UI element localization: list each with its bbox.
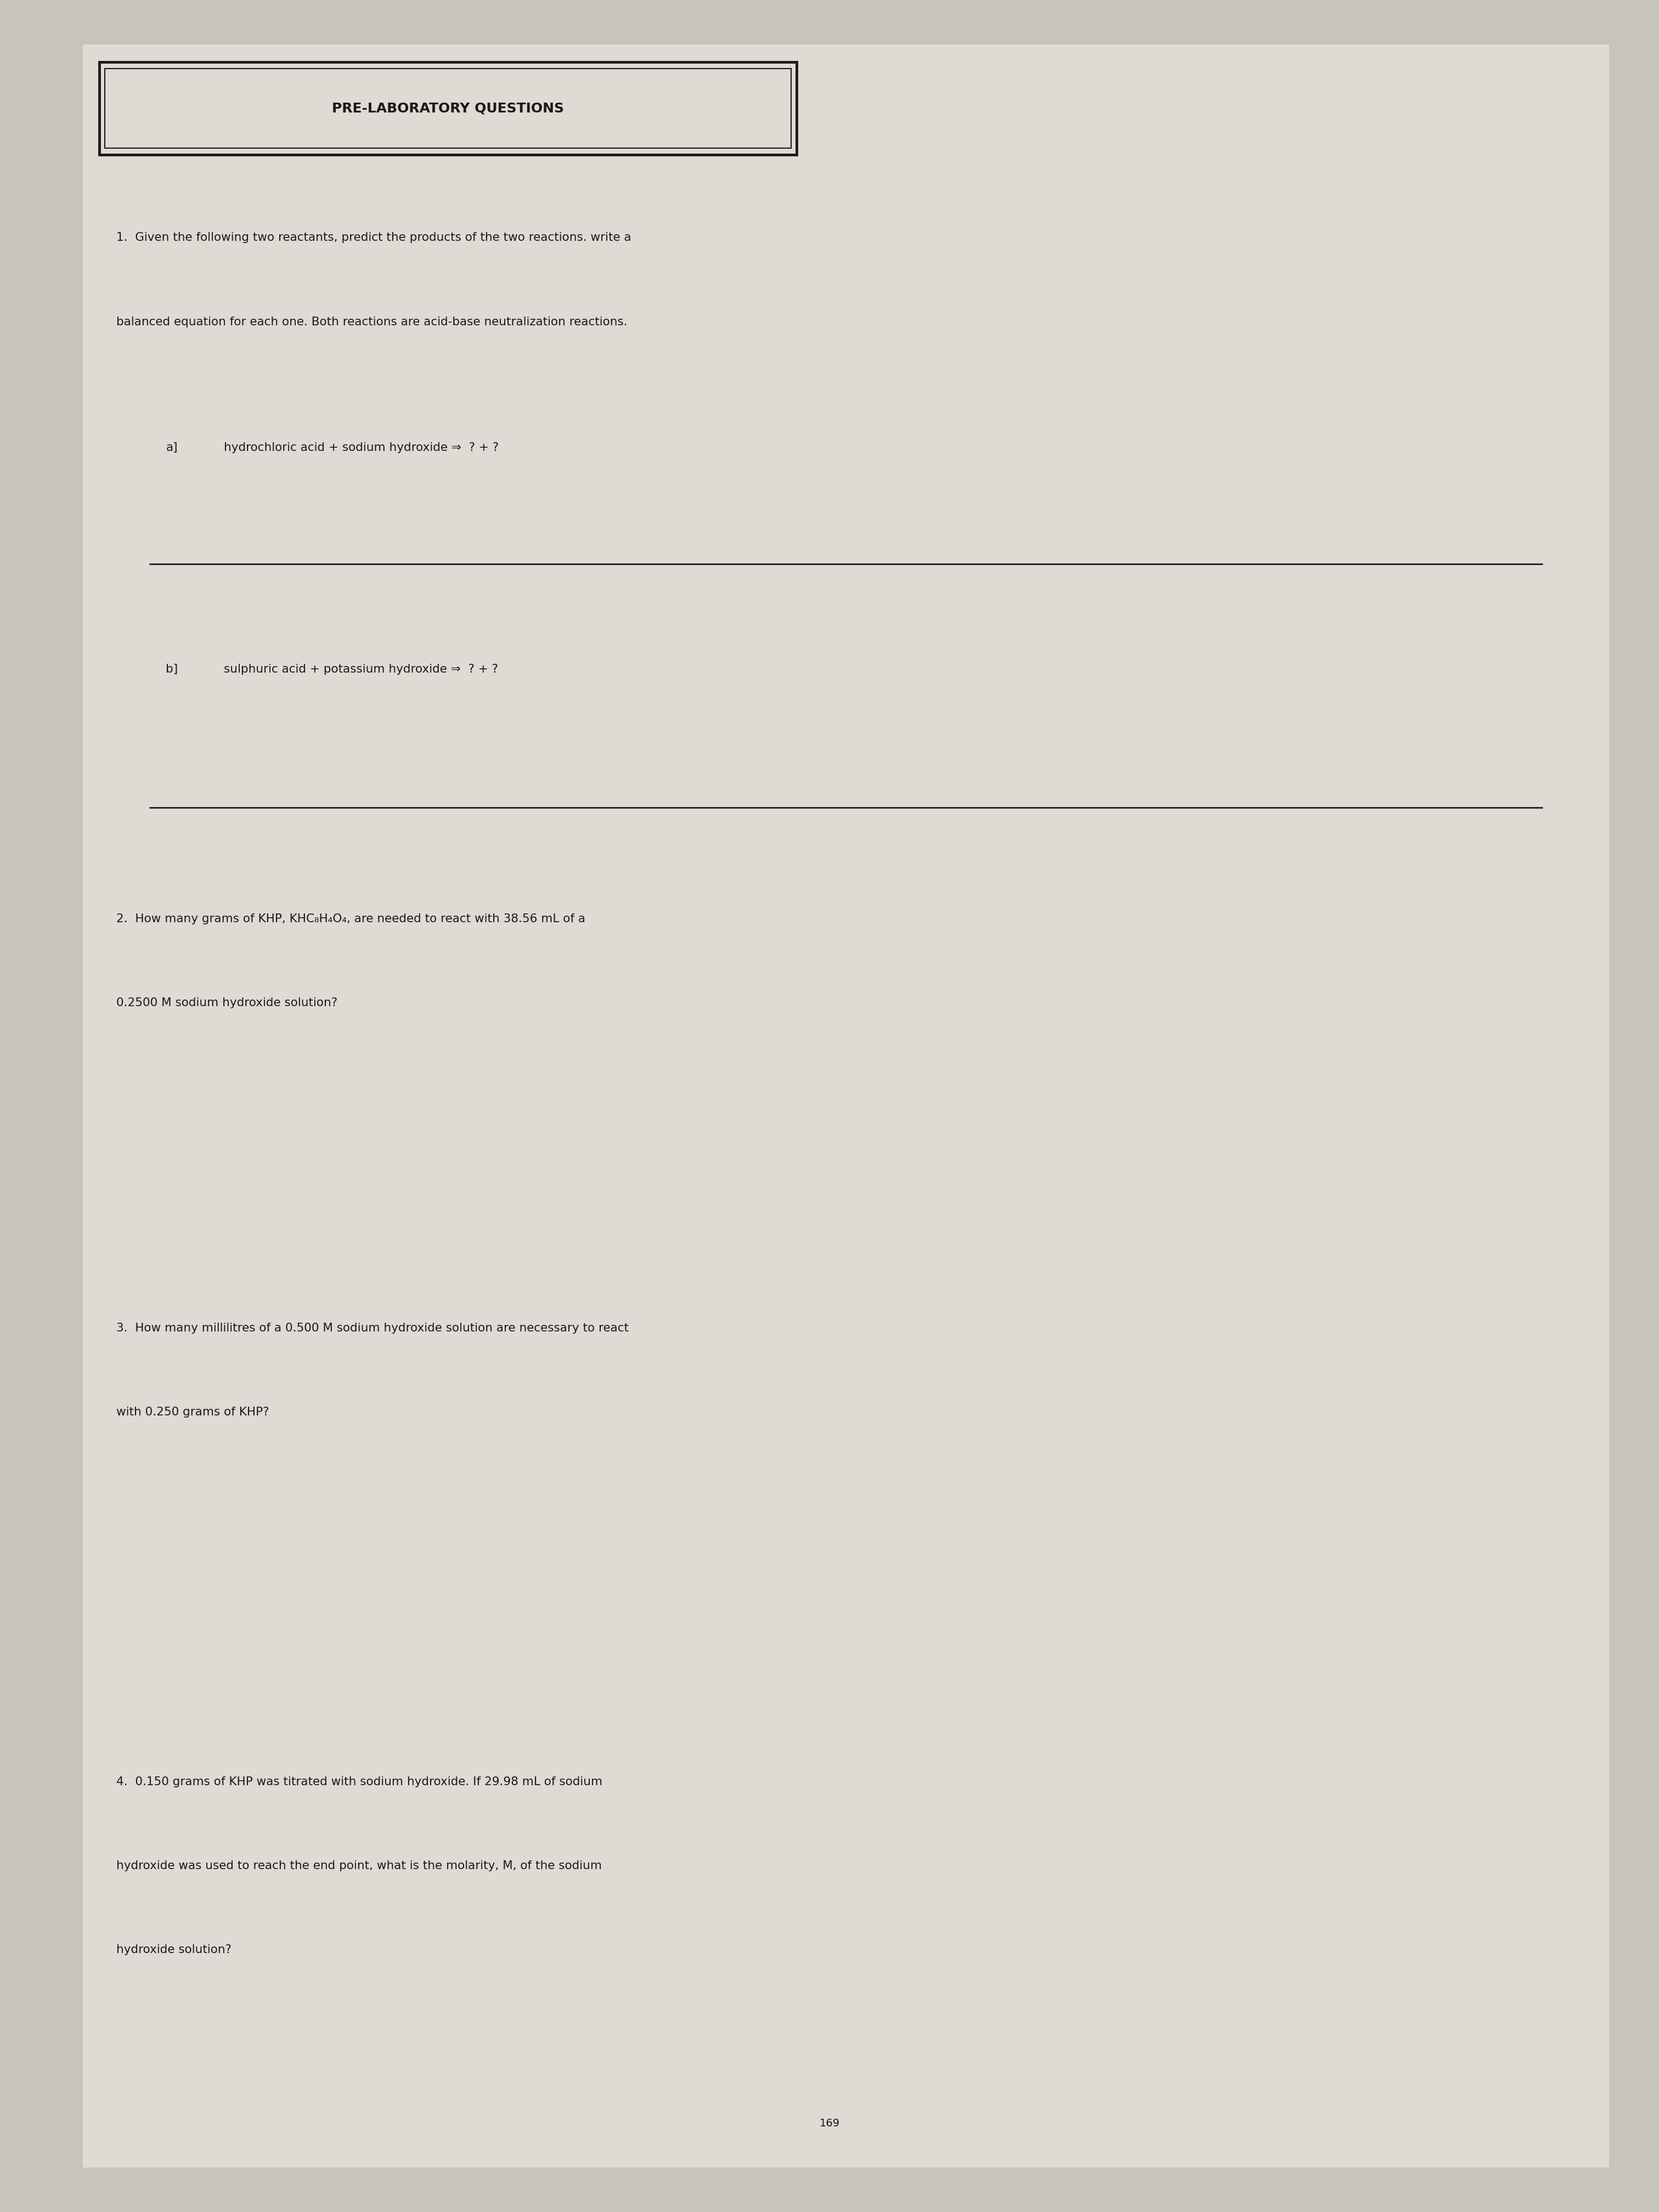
Text: hydroxide solution?: hydroxide solution? bbox=[116, 1944, 231, 1955]
Text: b]: b] bbox=[166, 664, 178, 675]
FancyBboxPatch shape bbox=[100, 62, 796, 155]
Text: 3.  How many millilitres of a 0.500 M sodium hydroxide solution are necessary to: 3. How many millilitres of a 0.500 M sod… bbox=[116, 1323, 629, 1334]
Text: 0.2500 M sodium hydroxide solution?: 0.2500 M sodium hydroxide solution? bbox=[116, 998, 337, 1009]
Text: sulphuric acid + potassium hydroxide ⇒  ? + ?: sulphuric acid + potassium hydroxide ⇒ ?… bbox=[224, 664, 498, 675]
Text: PRE-LABORATORY QUESTIONS: PRE-LABORATORY QUESTIONS bbox=[332, 102, 564, 115]
Text: with 0.250 grams of KHP?: with 0.250 grams of KHP? bbox=[116, 1407, 269, 1418]
Text: 2.  How many grams of KHP, KHC₈H₄O₄, are needed to react with 38.56 mL of a: 2. How many grams of KHP, KHC₈H₄O₄, are … bbox=[116, 914, 586, 925]
Text: 4.  0.150 grams of KHP was titrated with sodium hydroxide. If 29.98 mL of sodium: 4. 0.150 grams of KHP was titrated with … bbox=[116, 1776, 602, 1787]
Text: 169: 169 bbox=[820, 2119, 839, 2128]
Text: a]: a] bbox=[166, 442, 178, 453]
Text: balanced equation for each one. Both reactions are acid-base neutralization reac: balanced equation for each one. Both rea… bbox=[116, 316, 627, 327]
Text: hydrochloric acid + sodium hydroxide ⇒  ? + ?: hydrochloric acid + sodium hydroxide ⇒ ?… bbox=[224, 442, 499, 453]
FancyBboxPatch shape bbox=[83, 44, 1609, 2168]
Text: hydroxide was used to reach the end point, what is the molarity, M, of the sodiu: hydroxide was used to reach the end poin… bbox=[116, 1860, 602, 1871]
Text: 1.  Given the following two reactants, predict the products of the two reactions: 1. Given the following two reactants, pr… bbox=[116, 232, 630, 243]
